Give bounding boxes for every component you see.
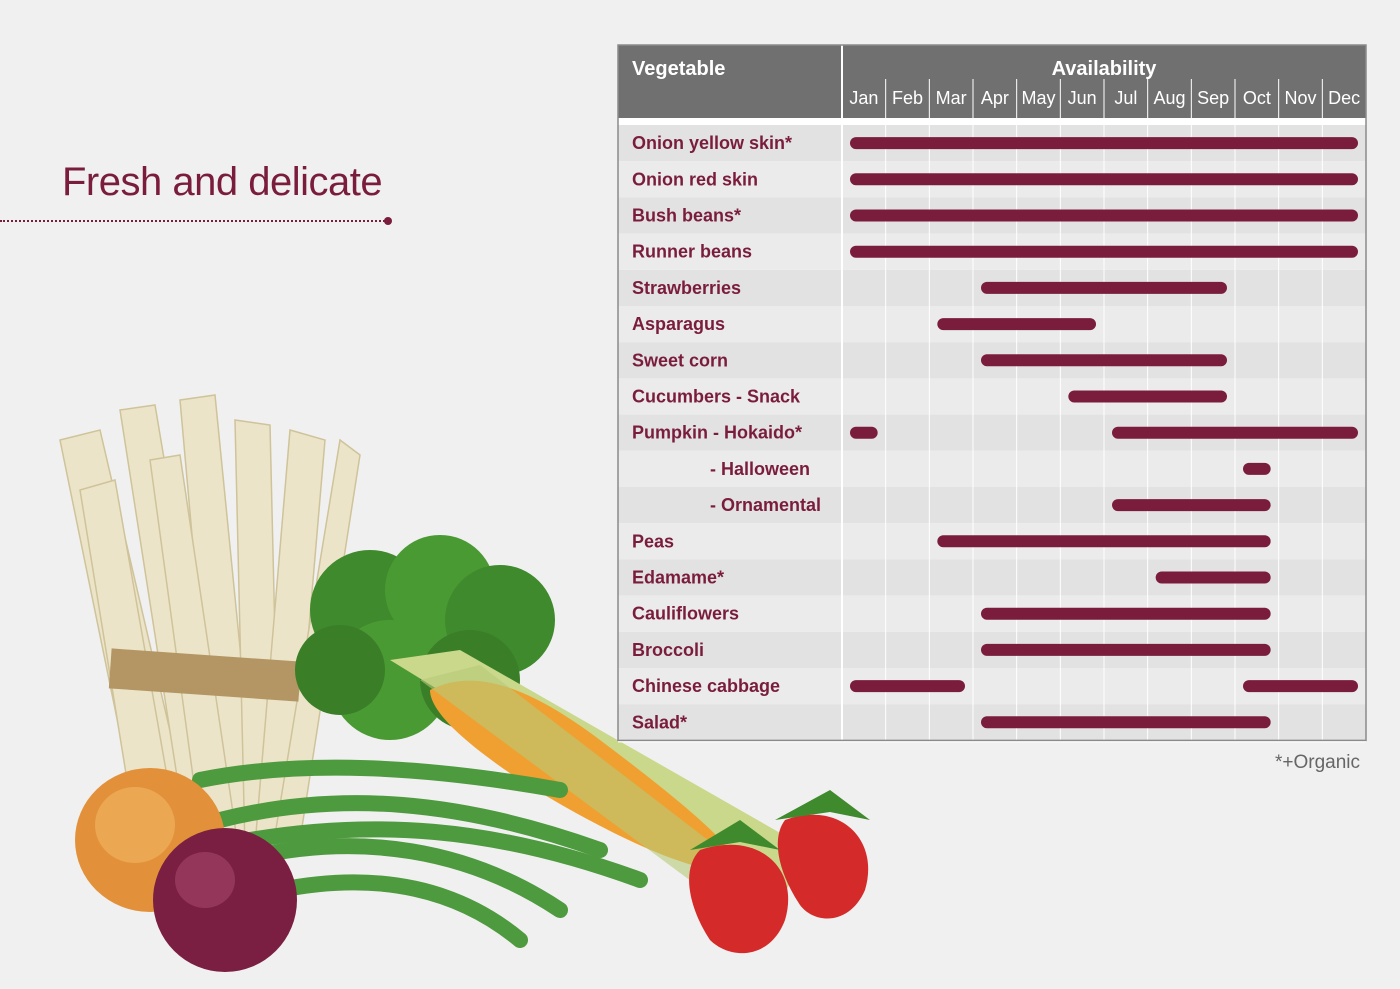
- availability-bar: [850, 209, 1358, 222]
- availability-bar: [981, 607, 1271, 620]
- row-background: [618, 668, 1366, 705]
- header-vegetable-label: Vegetable: [632, 58, 725, 80]
- month-label: Sep: [1197, 88, 1229, 108]
- availability-bar: [981, 354, 1227, 367]
- vegetables-illustration: [59, 394, 870, 972]
- header-availability-label: Availability: [1052, 58, 1158, 80]
- month-label: Jul: [1114, 88, 1137, 108]
- row-label: Cauliflowers: [632, 604, 739, 624]
- title-rule-dot: [384, 217, 392, 225]
- availability-bar: [850, 137, 1358, 150]
- row-label: Runner beans: [632, 242, 752, 262]
- row-label: Onion red skin: [632, 169, 758, 189]
- month-label: Jan: [849, 88, 878, 108]
- availability-bar: [1112, 499, 1271, 512]
- strawberries-illustration: [689, 790, 870, 954]
- availability-bar: [937, 535, 1271, 548]
- row-label: Onion yellow skin*: [632, 133, 792, 153]
- availability-bar: [850, 680, 965, 693]
- corn-illustration: [390, 650, 810, 910]
- chart-rows: Onion yellow skin* Onion red skin Bush bea…: [632, 133, 821, 732]
- month-label: Aug: [1153, 88, 1185, 108]
- availability-bar: [850, 245, 1358, 258]
- table-border: [617, 44, 1367, 742]
- availability-bar: [1068, 390, 1227, 403]
- onion-red-illustration: [153, 828, 297, 972]
- availability-bar: [1112, 426, 1358, 439]
- asparagus-illustration: [59, 394, 361, 882]
- month-label: May: [1021, 88, 1055, 108]
- row-label: - Ornamental: [710, 495, 821, 515]
- availability-bar: [1155, 571, 1271, 584]
- availability-bar: [981, 643, 1271, 656]
- chart-bars: [850, 137, 1358, 729]
- month-label: Dec: [1328, 88, 1360, 108]
- availability-bar: [937, 318, 1096, 331]
- row-label: Edamame*: [632, 568, 724, 588]
- row-label: Asparagus: [632, 314, 725, 334]
- header-background: [618, 45, 1366, 118]
- row-background: [618, 450, 1366, 487]
- month-label: Feb: [892, 88, 923, 108]
- row-label: Bush beans*: [632, 206, 741, 226]
- chart-header: Vegetable Availability Jan Feb Mar Apr May Jun J…: [617, 44, 1367, 742]
- month-label: Jun: [1068, 88, 1097, 108]
- page-title: Fresh and delicate: [62, 160, 383, 204]
- availability-bar: [1243, 680, 1358, 693]
- availability-bar: [981, 716, 1271, 729]
- row-label: Salad*: [632, 712, 687, 732]
- title-dotted-rule: [0, 220, 388, 222]
- row-label: Chinese cabbage: [632, 676, 780, 696]
- month-label: Nov: [1284, 88, 1316, 108]
- row-label: Cucumbers - Snack: [632, 387, 801, 407]
- month-label: Mar: [936, 88, 967, 108]
- row-label: Pumpkin - Hokaido*: [632, 423, 802, 443]
- green-beans-illustration: [192, 759, 648, 948]
- availability-bar: [1243, 462, 1271, 475]
- availability-bar: [981, 281, 1227, 294]
- row-label: Peas: [632, 531, 674, 551]
- row-label: Broccoli: [632, 640, 704, 660]
- organic-footnote: *+Organic: [1274, 752, 1360, 773]
- availability-bar: [850, 426, 878, 439]
- row-label: Sweet corn: [632, 350, 728, 370]
- row-label: Strawberries: [632, 278, 741, 298]
- month-label: Oct: [1243, 88, 1271, 108]
- row-label: - Halloween: [710, 459, 810, 479]
- row-background: [618, 378, 1366, 415]
- month-label: Apr: [981, 88, 1009, 108]
- availability-bar: [850, 173, 1358, 186]
